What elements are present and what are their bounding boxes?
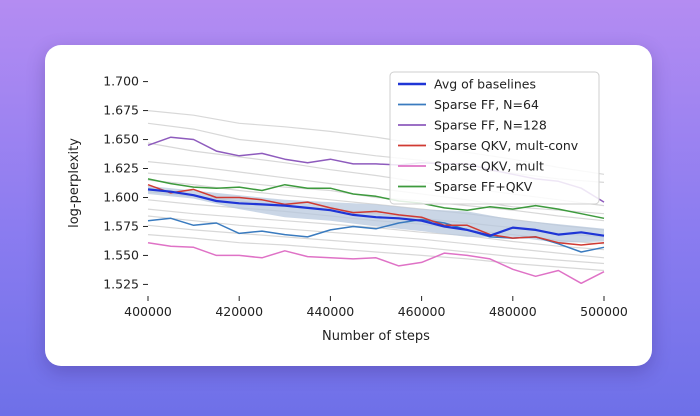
axes: 1.525 1.550 1.575 1.600 1.625 1.650 1.675 1.700… (67, 74, 628, 344)
baseline-run-10 (147, 215, 605, 259)
x-tick-label: 440000 (307, 304, 355, 319)
legend: Avg of baselines Sparse FF, N=64 Sparse FF… (389, 71, 600, 205)
y-tick-label: 1.575 (103, 218, 139, 233)
y-tick-label: 1.600 (103, 189, 139, 204)
x-tick-label: 480000 (489, 304, 537, 319)
series-line-avg-of-baselines (147, 188, 605, 237)
baseline-run-11 (147, 224, 605, 265)
legend-label-sparse-qkv-mult: Sparse QKV, mult (434, 159, 544, 174)
series-line-sparse-qkv-mult (147, 241, 605, 285)
x-tick-label: 400000 (124, 304, 172, 319)
y-tick-label: 1.675 (103, 103, 139, 118)
legend-label-sparse-ff-qkv: Sparse FF+QKV (434, 179, 533, 194)
baseline-run-9 (147, 208, 605, 251)
y-tick-label: 1.550 (103, 247, 139, 262)
y-axis-label: log-perplexity (67, 138, 82, 228)
legend-label-sparse-ff-n-128: Sparse FF, N=128 (434, 118, 547, 133)
baseline-run-4 (147, 161, 605, 215)
series-line-sparse-qkv-mult-conv (147, 183, 605, 246)
baseline-run-12 (147, 234, 605, 272)
y-tick-label: 1.625 (103, 161, 139, 176)
baseline-run-5 (147, 172, 605, 222)
x-tick-label: 420000 (215, 304, 263, 319)
chart-svg: 1.525 1.550 1.575 1.600 1.625 1.650 1.675 1.700… (67, 71, 628, 344)
y-tick-label: 1.650 (103, 132, 139, 147)
x-tick-label: 500000 (580, 304, 628, 319)
x-tick-label: 460000 (398, 304, 446, 319)
y-tick-label: 1.700 (103, 74, 139, 89)
legend-label-avg-of-baselines: Avg of baselines (434, 77, 536, 92)
legend-label-sparse-ff-n-64: Sparse FF, N=64 (434, 97, 539, 112)
y-tick-label: 1.525 (103, 276, 139, 291)
legend-label-sparse-qkv-mult-conv: Sparse QKV, mult-conv (434, 138, 579, 153)
series-line-sparse-ff-qkv (147, 178, 605, 220)
x-axis-label: Number of steps (322, 329, 430, 344)
legend-box (389, 71, 600, 205)
chart-card: 1.525 1.550 1.575 1.600 1.625 1.650 1.675 1.700… (45, 45, 652, 366)
